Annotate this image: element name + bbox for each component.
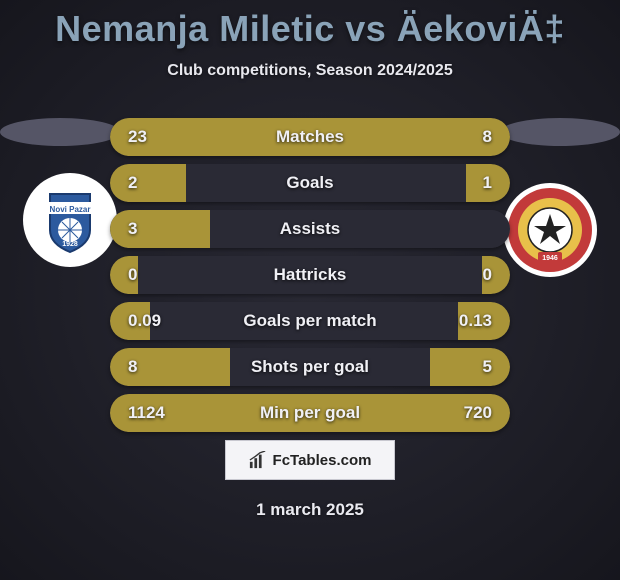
crest-right-icon: 1946 <box>502 182 598 278</box>
stat-value-right: 8 <box>483 118 492 156</box>
stat-bar: Matches23 8 <box>110 118 510 156</box>
stat-value-left: 2 <box>128 164 137 202</box>
stat-bar: Hattricks0 0 <box>110 256 510 294</box>
stat-label: Min per goal <box>110 394 510 432</box>
comparison-date: 1 march 2025 <box>0 500 620 520</box>
page-title: Nemanja Miletic vs ÄekoviÄ‡ <box>0 0 620 50</box>
stat-bar: Assists3 <box>110 210 510 248</box>
page-subtitle: Club competitions, Season 2024/2025 <box>0 62 620 80</box>
stat-value-left: 8 <box>128 348 137 386</box>
stat-value-right: 1 <box>483 164 492 202</box>
club-crest-left: Novi Pazar 1928 <box>22 172 118 268</box>
stat-label: Assists <box>110 210 510 248</box>
stat-value-right: 5 <box>483 348 492 386</box>
stat-value-right: 0 <box>483 256 492 294</box>
stat-value-left: 23 <box>128 118 147 156</box>
club-crest-right: 1946 <box>502 182 598 278</box>
stat-value-left: 0.09 <box>128 302 161 340</box>
svg-text:1928: 1928 <box>62 241 78 248</box>
stat-label: Matches <box>110 118 510 156</box>
stat-label: Goals <box>110 164 510 202</box>
svg-text:Novi Pazar: Novi Pazar <box>50 205 91 214</box>
stat-label: Shots per goal <box>110 348 510 386</box>
stat-value-left: 1124 <box>128 394 165 432</box>
chart-icon <box>249 451 267 469</box>
stat-label: Hattricks <box>110 256 510 294</box>
stat-bar: Goals per match0.09 0.13 <box>110 302 510 340</box>
stat-value-right: 0.13 <box>459 302 492 340</box>
stat-label: Goals per match <box>110 302 510 340</box>
watermark-text: FcTables.com <box>273 452 372 469</box>
stat-value-left: 0 <box>128 256 137 294</box>
stat-bar: Shots per goal8 5 <box>110 348 510 386</box>
stats-container: Matches23 8 Goals2 1 Assists3 Hattricks0 0 Goal… <box>110 118 510 440</box>
stat-value-left: 3 <box>128 210 137 248</box>
shadow-right <box>500 118 620 146</box>
shadow-left <box>0 118 120 146</box>
stat-bar: Goals2 1 <box>110 164 510 202</box>
crest-left-icon: Novi Pazar 1928 <box>22 172 118 268</box>
watermark: FcTables.com <box>225 440 395 480</box>
svg-text:1946: 1946 <box>542 255 558 262</box>
stat-bar: Min per goal1124 720 <box>110 394 510 432</box>
stat-value-right: 720 <box>464 394 492 432</box>
